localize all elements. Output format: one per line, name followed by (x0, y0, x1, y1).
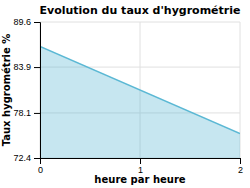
tick: 83.9 (13, 62, 40, 72)
tick-mark (34, 22, 40, 23)
tick: 78.1 (13, 108, 40, 118)
tick-mark (34, 113, 40, 114)
tick-mark (34, 67, 40, 68)
axis-domain (34, 23, 41, 159)
y-axis: 72.4 78.1 83.9 89.6 (13, 17, 40, 163)
tick: 1 (138, 158, 143, 175)
title: Evolution du taux d'hygrométrie (40, 4, 241, 17)
tick-label: 0 (38, 165, 43, 175)
tick: 0 (38, 158, 43, 175)
tick-label: 89.6 (13, 17, 31, 27)
tick-mark (34, 158, 40, 159)
marks (40, 47, 240, 158)
tick: 89.6 (13, 17, 40, 27)
line (40, 47, 240, 134)
axis-domain (41, 159, 241, 165)
chart: 0 1 2 72.4 78.1 83.9 89.6 Evolution du taux d'h… (0, 0, 250, 188)
plot: 0 1 2 72.4 78.1 83.9 89.6 (13, 17, 243, 175)
tick-label: 2 (238, 165, 243, 175)
x-axis-label: heure par heure (94, 174, 185, 185)
grid (40, 22, 240, 158)
tick-mark (140, 158, 141, 164)
tick-label: 78.1 (13, 108, 31, 118)
tick: 72.4 (13, 153, 40, 163)
area (40, 47, 240, 158)
tick-mark (240, 158, 241, 164)
tick-label: 83.9 (13, 62, 31, 72)
tick: 2 (238, 158, 243, 175)
tick-label: 72.4 (13, 153, 31, 163)
x-axis: 0 1 2 (38, 158, 243, 175)
y-axis-label: Taux hygrométrie % (1, 34, 12, 147)
